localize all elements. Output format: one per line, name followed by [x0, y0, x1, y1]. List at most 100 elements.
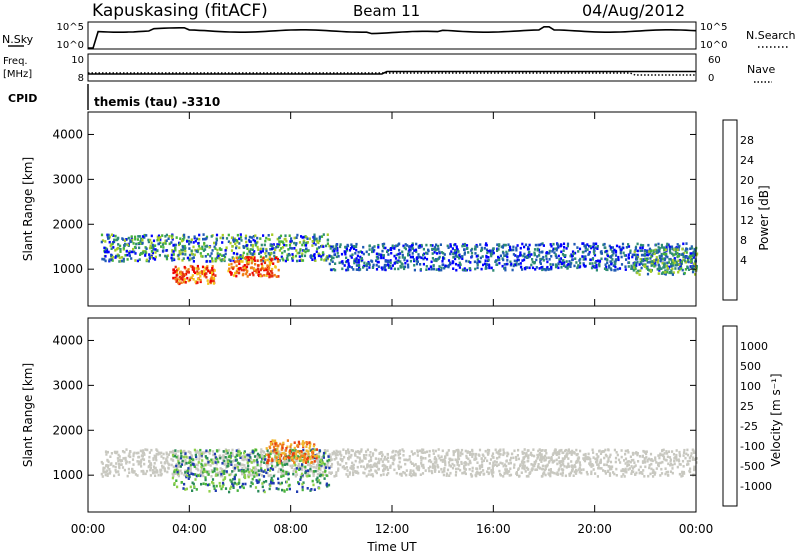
scatter-cell	[640, 266, 643, 270]
scatter-cell	[553, 471, 556, 475]
scatter-cell	[592, 451, 595, 454]
scatter-cell	[680, 267, 683, 270]
scatter-cell	[219, 253, 222, 256]
scatter-cell	[317, 241, 320, 245]
scatter-cell	[269, 262, 272, 265]
scatter-cell	[330, 462, 334, 466]
scatter-cell	[454, 257, 457, 261]
scatter-cell	[608, 244, 611, 248]
scatter-cell	[172, 250, 175, 253]
scatter-cell	[292, 448, 295, 452]
scatter-cell	[617, 458, 621, 462]
scatter-cell	[252, 257, 255, 261]
scatter-cell	[190, 461, 194, 464]
scatter-cell	[251, 252, 254, 256]
scatter-cell	[661, 257, 664, 261]
scatter-cell	[126, 258, 129, 261]
scatter-cell	[335, 471, 338, 474]
scatter-cell	[180, 281, 183, 284]
scatter-cell	[320, 464, 323, 467]
scatter-cell	[185, 272, 188, 276]
scatter-cell	[319, 465, 322, 468]
scatter-cell	[695, 267, 698, 270]
scatter-cell	[497, 244, 500, 248]
scatter-cell	[454, 473, 457, 477]
scatter-cell	[161, 464, 164, 468]
scatter-cell	[256, 236, 259, 240]
scatter-cell	[595, 242, 598, 246]
scatter-cell	[541, 464, 544, 468]
scatter-cell	[612, 471, 615, 474]
scatter-cell	[162, 249, 165, 252]
scatter-cell	[534, 268, 537, 271]
scatter-cell	[541, 455, 544, 459]
scatter-cell	[237, 271, 241, 275]
scatter-cell	[253, 256, 256, 259]
scatter-cell	[280, 470, 283, 473]
scatter-cell	[245, 268, 248, 271]
scatter-cell	[517, 448, 520, 452]
scatter-cell	[433, 461, 436, 464]
scatter-cell	[690, 245, 693, 248]
scatter-cell	[194, 478, 197, 481]
scatter-cell	[492, 269, 495, 272]
scatter-cell	[671, 252, 674, 256]
scatter-cell	[116, 237, 119, 240]
scatter-cell	[471, 448, 474, 452]
scatter-cell	[123, 244, 126, 247]
scatter-cell	[191, 257, 194, 260]
scatter-cell	[289, 449, 292, 452]
scatter-cell	[263, 243, 266, 247]
scatter-cell	[403, 471, 406, 475]
scatter-cell	[268, 238, 271, 241]
scatter-cell	[246, 262, 249, 266]
scatter-cell	[666, 267, 669, 270]
scatter-cell	[157, 473, 160, 477]
scatter-cell	[453, 464, 456, 467]
scatter-cell	[516, 244, 519, 247]
nsky-tick-bottom: 10^0	[57, 40, 84, 51]
nave-tick-bottom: 0	[708, 73, 714, 84]
scatter-cell	[285, 461, 288, 464]
scatter-cell	[678, 450, 681, 454]
scatter-cell	[537, 243, 540, 247]
scatter-cell	[230, 249, 234, 252]
scatter-cell	[150, 250, 153, 253]
scatter-cell	[561, 471, 564, 475]
scatter-cell	[264, 252, 267, 255]
scatter-cell	[677, 245, 680, 249]
scatter-cell	[296, 233, 299, 237]
scatter-cell	[665, 270, 669, 274]
scatter-cell	[550, 265, 553, 269]
scatter-cell	[667, 474, 670, 477]
scatter-cell	[382, 467, 386, 470]
colorbar-tick-label: -25	[740, 420, 758, 433]
scatter-cell	[692, 252, 695, 255]
scatter-cell	[624, 467, 627, 471]
scatter-cell	[461, 244, 464, 248]
scatter-cell	[631, 467, 635, 470]
scatter-cell	[148, 255, 151, 259]
scatter-cell	[578, 466, 581, 470]
scatter-cell	[393, 468, 396, 472]
scatter-cell	[244, 476, 247, 480]
scatter-cell	[132, 247, 135, 251]
scatter-cell	[235, 256, 238, 260]
scatter-cell	[177, 257, 181, 261]
nsky-series-line	[88, 25, 697, 49]
scatter-cell	[420, 459, 423, 462]
scatter-cell	[469, 453, 472, 456]
scatter-cell	[434, 470, 437, 473]
scatter-cell	[254, 262, 257, 266]
scatter-cell	[330, 465, 333, 468]
scatter-cell	[108, 472, 112, 475]
scatter-cell	[333, 250, 336, 253]
scatter-cell	[232, 484, 235, 487]
scatter-cell	[219, 484, 222, 488]
scatter-cell	[191, 489, 194, 492]
cpid-value: themis (tau) -3310	[94, 95, 220, 109]
scatter-cell	[611, 253, 614, 257]
scatter-cell	[157, 238, 160, 242]
scatter-cell	[180, 248, 183, 252]
scatter-cell	[636, 453, 639, 457]
